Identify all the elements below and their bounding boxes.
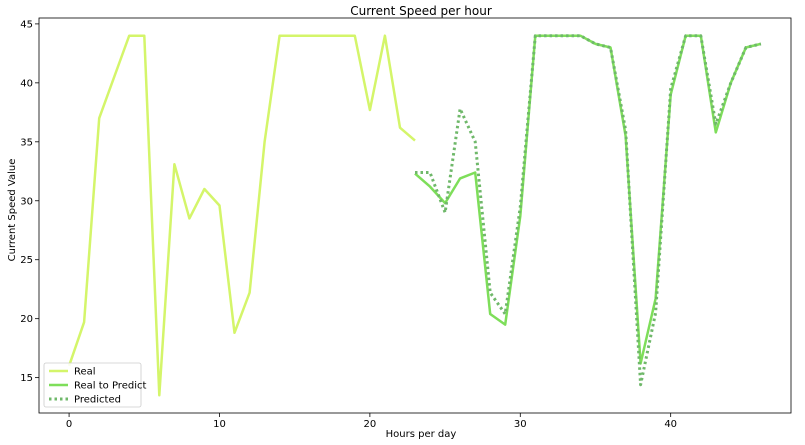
y-tick-label: 15 — [20, 373, 33, 384]
legend: Real Real to Predict Predicted — [43, 362, 146, 408]
x-tick-label: 10 — [213, 419, 226, 430]
y-axis-label: Current Speed Value — [7, 159, 18, 262]
x-axis-label: Hours per day — [386, 429, 457, 440]
x-tick-label: 40 — [664, 419, 677, 430]
x-axis-ticks: 0 10 20 30 40 — [66, 413, 677, 430]
legend-label: Real to Predict — [74, 381, 146, 392]
plot-lines — [67, 34, 762, 397]
y-tick-label: 45 — [20, 19, 33, 30]
y-tick-label: 30 — [20, 196, 33, 207]
y-tick-label: 40 — [20, 78, 33, 89]
plot-frame — [38, 17, 792, 414]
x-tick-label: 0 — [66, 419, 72, 430]
x-tick-label: 30 — [514, 419, 527, 430]
y-tick-label: 35 — [20, 137, 33, 148]
legend-label: Real — [74, 367, 96, 378]
series-line-real — [67, 34, 416, 397]
y-tick-label: 25 — [20, 255, 33, 266]
legend-box — [43, 362, 142, 408]
series-line-predicted — [415, 34, 762, 387]
chart-title: Current Speed per hour — [350, 4, 492, 18]
legend-label: Predicted — [74, 395, 121, 406]
y-tick-label: 20 — [20, 314, 33, 325]
y-axis-ticks: 15 20 25 30 35 40 45 — [20, 19, 39, 384]
x-tick-label: 20 — [364, 419, 377, 430]
